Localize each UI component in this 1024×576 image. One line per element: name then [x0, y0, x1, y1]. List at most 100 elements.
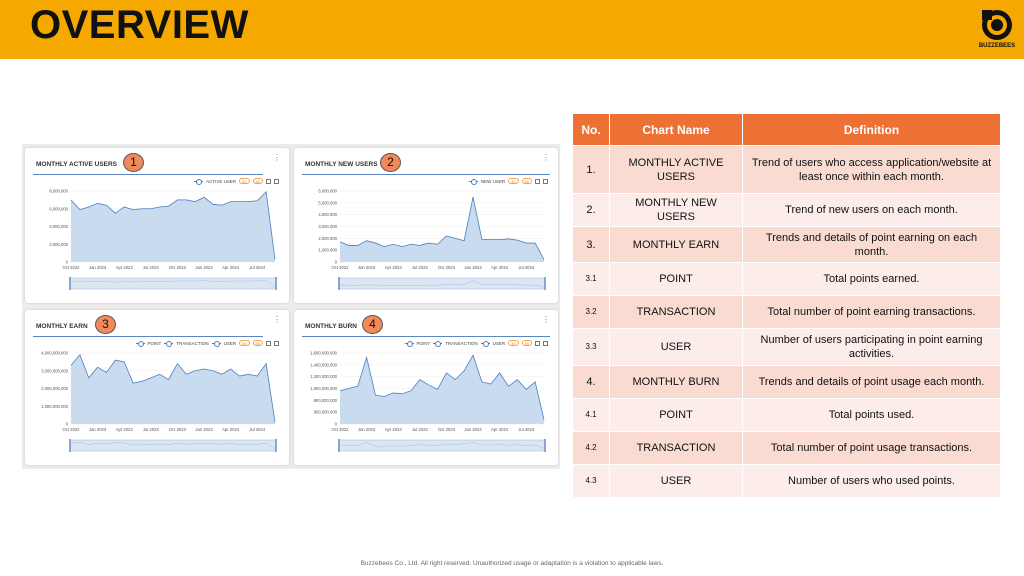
y-tick-label: 2,000,000	[318, 236, 337, 241]
table-row: 4.1 POINT Total points used.	[573, 398, 1001, 431]
zoom-slider	[69, 439, 277, 452]
zoom-icon[interactable]	[266, 340, 271, 346]
table-header-row: No. Chart Name Definition	[573, 114, 1001, 145]
series-area	[340, 196, 544, 262]
x-tick-label: Jan 2024	[195, 265, 213, 270]
slider-handle-left	[338, 439, 340, 452]
cell-definition: Total points used.	[743, 398, 1001, 431]
x-tick-label: Apr 2024	[222, 427, 240, 432]
legend-label[interactable]: TRANSACTION	[445, 340, 478, 346]
y-tick-label: 1,000,000	[318, 248, 337, 253]
x-tick-label: Oct 2022	[332, 427, 350, 432]
cell-no: 3.	[573, 226, 610, 262]
cell-no: 4.	[573, 365, 610, 398]
cell-no: 2.	[573, 193, 610, 226]
y-tick-label: 1,600,000,000	[310, 351, 337, 356]
kebab-menu-icon[interactable]: ⋮	[542, 315, 550, 324]
x-tick-label: Jul 2024	[518, 427, 535, 432]
cell-definition: Trend of users who access application/we…	[743, 145, 1001, 193]
slider-preview-line	[70, 441, 276, 450]
slider-handle-left	[338, 277, 340, 290]
zoom-icon[interactable]	[266, 178, 271, 184]
y-tick-label: 2,000,000	[49, 242, 68, 247]
reset-icon[interactable]	[274, 340, 279, 346]
range-toggle-button[interactable]: 30	[239, 178, 250, 184]
cell-definition: Total points earned.	[743, 262, 1001, 295]
y-tick-label: 1,000,000,000	[310, 386, 337, 391]
chart-svg: 6,000,000 5,000,000 4,000,000 3,000,000 2,00…	[318, 189, 546, 290]
range-toggle-button[interactable]: 30	[508, 178, 519, 184]
zoom-slider	[338, 277, 546, 290]
y-tick-label: 5,000,000	[318, 200, 337, 205]
slider-preview-line	[339, 280, 545, 288]
footer-copyright: Buzzebees Co., Ltd. All right reserved. …	[360, 560, 664, 567]
reset-icon[interactable]	[543, 340, 548, 346]
legend-label[interactable]: USER	[223, 340, 237, 346]
zoom-icon[interactable]	[535, 340, 540, 346]
cell-definition: Total number of point usage transactions…	[743, 431, 1001, 464]
legend-marker-icon	[480, 340, 490, 347]
x-tick-label: Apr 2023	[385, 427, 403, 432]
range-toggle-button[interactable]: 50	[252, 340, 263, 346]
legend-label[interactable]: POINT	[147, 340, 162, 346]
legend-label[interactable]: ACTIVE USER	[206, 178, 237, 184]
legend-label[interactable]: TRANSACTION	[176, 340, 209, 346]
zoom-slider	[69, 277, 277, 290]
title-underline	[33, 336, 263, 337]
range-toggle-button[interactable]: 30	[239, 340, 250, 346]
table-row: 2. MONTHLY NEW USERS Trend of new users on…	[573, 193, 1001, 226]
cell-chart-name: POINT	[610, 398, 743, 431]
legend-label[interactable]: POINT	[416, 340, 431, 346]
range-toggle-button[interactable]: 30	[508, 340, 519, 346]
y-tick-label: 4,000,000	[49, 224, 68, 229]
legend-marker-icon	[135, 340, 145, 347]
legend-label[interactable]: NEW USER	[480, 178, 506, 184]
kebab-menu-icon[interactable]: ⋮	[273, 153, 281, 162]
reset-icon[interactable]	[274, 178, 279, 184]
range-toggle-button[interactable]: 50	[521, 340, 532, 346]
chart-svg: 4,000,000,000 3,000,000,000 2,000,000,000 1…	[41, 351, 277, 452]
header-no: No.	[573, 114, 610, 145]
range-toggle-button[interactable]: 50	[252, 178, 263, 184]
x-tick-label: Jan 2023	[89, 427, 107, 432]
zoom-slider	[338, 439, 546, 452]
chart-svg: 8,000,0006,000,0004,000,0002,000,0000Oct…	[49, 189, 277, 290]
x-tick-label: Jan 2023	[358, 265, 376, 270]
kebab-menu-icon[interactable]: ⋮	[542, 153, 550, 162]
x-tick-label: Oct 2022	[63, 265, 81, 270]
y-tick-label: 6,000,000	[318, 189, 337, 194]
x-tick-label: Oct 2022	[332, 265, 350, 270]
y-tick-label: 0	[335, 422, 338, 427]
cell-chart-name: MONTHLY EARN	[610, 226, 743, 262]
legend-marker-icon	[164, 340, 174, 347]
table-row: 3.3 USER Number of users participating in …	[573, 328, 1001, 365]
x-tick-label: Oct 2023	[438, 427, 456, 432]
kebab-menu-icon[interactable]: ⋮	[273, 315, 281, 324]
cell-chart-name: TRANSACTION	[610, 431, 743, 464]
cell-definition: Number of users participating in point e…	[743, 328, 1001, 365]
legend-label[interactable]: USER	[492, 340, 506, 346]
cell-chart-name: POINT	[610, 262, 743, 295]
x-tick-label: Oct 2023	[438, 265, 456, 270]
logo-text: BUZZEBEES	[978, 43, 1016, 49]
cell-no: 4.1	[573, 398, 610, 431]
number-badge: 1	[123, 153, 144, 172]
range-toggle-button[interactable]: 50	[521, 178, 532, 184]
legend-marker-icon	[433, 340, 443, 347]
x-tick-label: Jan 2023	[358, 427, 376, 432]
cell-chart-name: MONTHLY BURN	[610, 365, 743, 398]
cell-no: 3.3	[573, 328, 610, 365]
cell-no: 1.	[573, 145, 610, 193]
x-tick-label: Apr 2023	[385, 265, 403, 270]
card-monthly-earn: MONTHLY EARN 3 ⋮ POINT TRANSACTION USER 30 50 4,…	[25, 310, 289, 465]
card-title: MONTHLY ACTIVE USERS	[36, 161, 118, 168]
series-area	[71, 191, 275, 262]
zoom-icon[interactable]	[535, 178, 540, 184]
card-title: MONTHLY NEW USERS	[305, 161, 378, 168]
chart-legend: NEW USER 30 50	[468, 178, 548, 185]
reset-icon[interactable]	[543, 178, 548, 184]
header-definition: Definition	[743, 114, 1001, 145]
x-tick-label: Apr 2024	[222, 265, 240, 270]
y-tick-label: 3,000,000	[318, 224, 337, 229]
